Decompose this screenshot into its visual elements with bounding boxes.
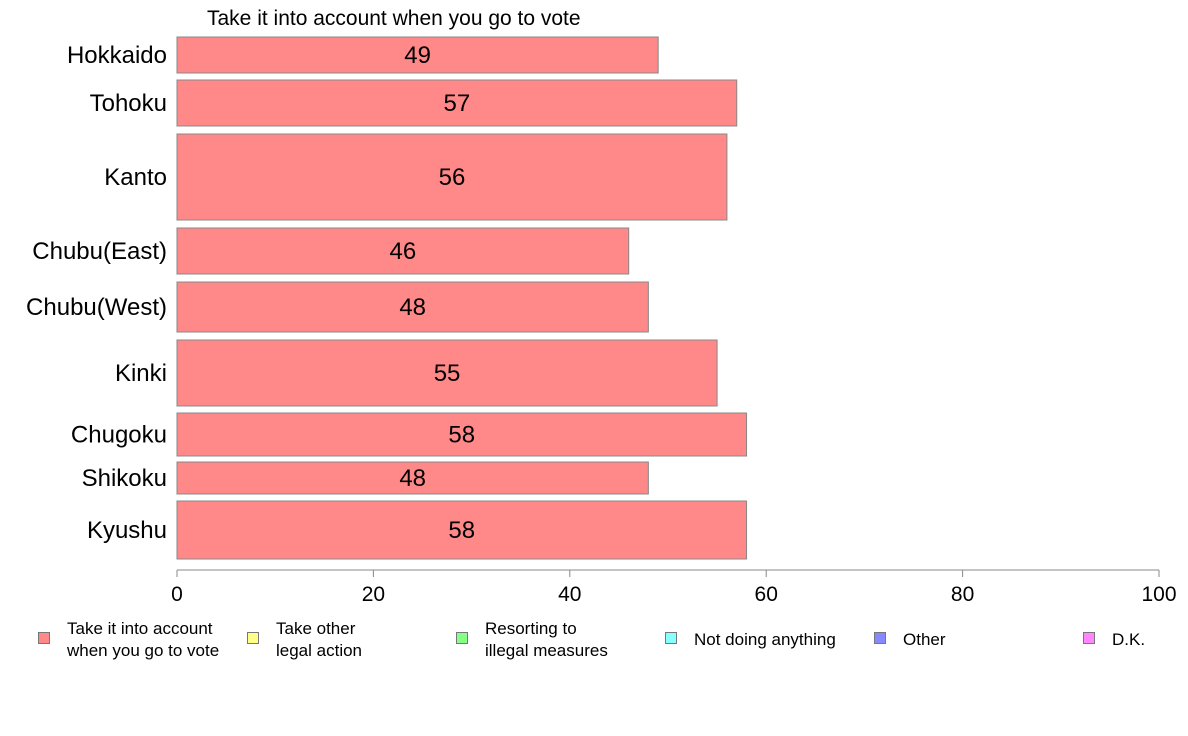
bar-hokkaido bbox=[176, 36, 659, 74]
legend-label: Other bbox=[903, 630, 946, 649]
legend-label: D.K. bbox=[1112, 630, 1146, 649]
legend-swatch bbox=[874, 632, 886, 644]
legend-swatch bbox=[456, 632, 468, 644]
x-tick-label: 60 bbox=[755, 583, 778, 606]
legend-label: Take it into account when you go to vote bbox=[67, 619, 220, 660]
value-label: 48 bbox=[399, 294, 426, 321]
chart-title: Take it into account when you go to vote bbox=[207, 7, 581, 30]
legend: Take it into account when you go to vote… bbox=[38, 618, 1178, 668]
legend-item: Resorting to illegal measures bbox=[456, 618, 608, 662]
value-label: 55 bbox=[434, 360, 461, 387]
category-label: Chugoku bbox=[71, 422, 167, 449]
bar-kanto bbox=[176, 133, 728, 221]
category-label: Chubu(West) bbox=[26, 294, 167, 321]
category-labels: Hokkaido Tohoku Kanto Chubu(East) Chubu(West… bbox=[26, 42, 167, 544]
value-label: 56 bbox=[439, 164, 466, 191]
bar-kinki bbox=[176, 339, 718, 407]
x-tick-label: 100 bbox=[1141, 583, 1176, 606]
x-tick-label: 0 bbox=[171, 583, 183, 606]
legend-swatch bbox=[247, 632, 259, 644]
legend-label: Not doing anything bbox=[694, 630, 836, 649]
category-label: Shikoku bbox=[82, 465, 167, 492]
bar-chubu-east bbox=[176, 227, 630, 275]
bar-shikoku bbox=[176, 461, 649, 495]
value-label: 49 bbox=[404, 42, 431, 69]
legend-item: Not doing anything bbox=[665, 618, 836, 651]
value-label: 58 bbox=[448, 422, 475, 449]
x-tick-label: 20 bbox=[362, 583, 385, 606]
legend-item: Take other legal action bbox=[247, 618, 362, 662]
value-label: 58 bbox=[448, 517, 475, 544]
legend-swatch bbox=[38, 632, 50, 644]
legend-swatch bbox=[665, 632, 677, 644]
category-label: Kanto bbox=[104, 164, 167, 191]
legend-label: Resorting to illegal measures bbox=[485, 619, 608, 660]
legend-swatch bbox=[1083, 632, 1095, 644]
value-label: 46 bbox=[390, 238, 417, 265]
legend-item: D.K. bbox=[1083, 618, 1145, 651]
bar-chugoku bbox=[176, 412, 748, 457]
value-label: 57 bbox=[444, 90, 471, 117]
category-label: Kinki bbox=[115, 360, 167, 387]
category-label: Hokkaido bbox=[67, 42, 167, 69]
bar-tohoku bbox=[176, 79, 738, 127]
x-tick-label: 80 bbox=[951, 583, 974, 606]
bar-chubu-west bbox=[176, 281, 649, 333]
category-label: Chubu(East) bbox=[32, 238, 167, 265]
value-labels: 49 57 56 46 48 55 58 48 58 bbox=[390, 42, 476, 544]
bars-layer bbox=[176, 36, 748, 560]
category-label: Kyushu bbox=[87, 517, 167, 544]
bar-kyushu bbox=[176, 500, 748, 560]
legend-item: Other bbox=[874, 618, 946, 651]
value-label: 48 bbox=[399, 465, 426, 492]
x-axis: 0 20 40 60 80 100 bbox=[171, 569, 1177, 606]
legend-item: Take it into account when you go to vote bbox=[38, 618, 219, 662]
category-label: Tohoku bbox=[90, 90, 167, 117]
legend-label: Take other legal action bbox=[276, 619, 363, 660]
x-tick-label: 40 bbox=[558, 583, 581, 606]
